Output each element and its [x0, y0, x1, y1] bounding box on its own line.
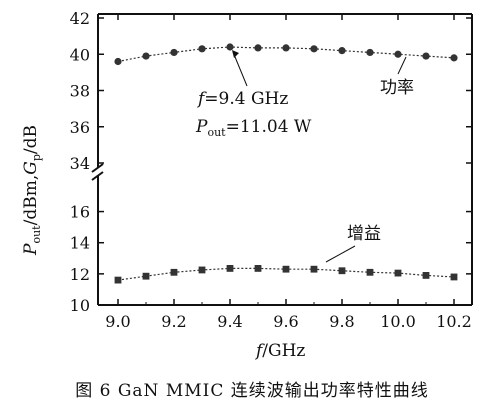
power-data-point [198, 45, 206, 53]
x-tick-label: 9.2 [161, 312, 186, 331]
gain-data-point [338, 267, 346, 275]
y-tick-label: 14 [70, 234, 90, 253]
chart-canvas: 9.0 9.2 9.4 9.6 9.8 10.0 10.2 34 36 38 40 42 10 12 14 1… [21, 9, 473, 361]
axis-break-mark-2 [91, 171, 104, 181]
figure-caption: 图 6 GaN MMIC 连续波输出功率特性曲线 [75, 381, 429, 401]
power-data-point [254, 44, 262, 52]
gain-data-point [310, 265, 318, 273]
gain-data-point [114, 276, 122, 284]
x-axis-label: f/GHz [254, 341, 305, 361]
power-series-label: 功率 [380, 78, 414, 98]
y-tick-label: 42 [70, 9, 90, 28]
power-data-point [170, 48, 178, 57]
gain-data-point [282, 265, 290, 273]
y-tick-label: 16 [70, 203, 90, 222]
x-tick-label: 9.8 [329, 312, 354, 331]
x-tick-label: 10.0 [380, 312, 416, 331]
power-label-leader [397, 56, 407, 75]
gain-data-point [142, 272, 150, 280]
power-data-point [450, 54, 458, 62]
y-axis-label: Pout/dBm,Gp/dB [21, 125, 43, 256]
y-tick-label: 36 [70, 118, 90, 137]
power-data-point [394, 50, 402, 58]
power-data-point [366, 48, 374, 57]
annotation-frequency: f=9.4 GHz [196, 89, 288, 109]
power-data-point [338, 47, 346, 55]
y-tick-label: 40 [70, 45, 90, 64]
annotation-output-power: Pout=11.04 W [195, 117, 312, 139]
axis-break-mark-1 [91, 163, 104, 173]
gain-data-point [198, 266, 206, 274]
power-data-point [142, 52, 150, 60]
gain-data-point [366, 268, 374, 276]
power-data-point [282, 44, 290, 52]
x-tick-label: 9.0 [105, 312, 130, 331]
y-tick-label: 38 [70, 82, 90, 101]
x-tick-label: 10.2 [436, 312, 472, 331]
x-tick-label: 9.6 [273, 312, 298, 331]
gain-series-label: 增益 [347, 224, 381, 244]
annotation-arrow-head [232, 50, 239, 58]
annotation-arrow-shaft [232, 51, 248, 87]
y-tick-label: 10 [70, 296, 90, 315]
power-data-point [310, 45, 318, 53]
gain-data-point [226, 265, 234, 272]
power-data-point [114, 57, 122, 66]
gain-data-point [170, 268, 178, 276]
y-tick-label: 34 [70, 154, 90, 173]
x-tick-label: 9.4 [217, 312, 242, 331]
gain-data-point [394, 269, 402, 277]
gain-data-point [450, 273, 458, 281]
y-tick-label: 12 [70, 265, 90, 284]
gain-label-leader [325, 245, 356, 263]
power-data-point [422, 52, 430, 60]
gain-data-point [422, 272, 430, 279]
gain-data-point [254, 265, 262, 272]
power-data-point [226, 43, 234, 51]
